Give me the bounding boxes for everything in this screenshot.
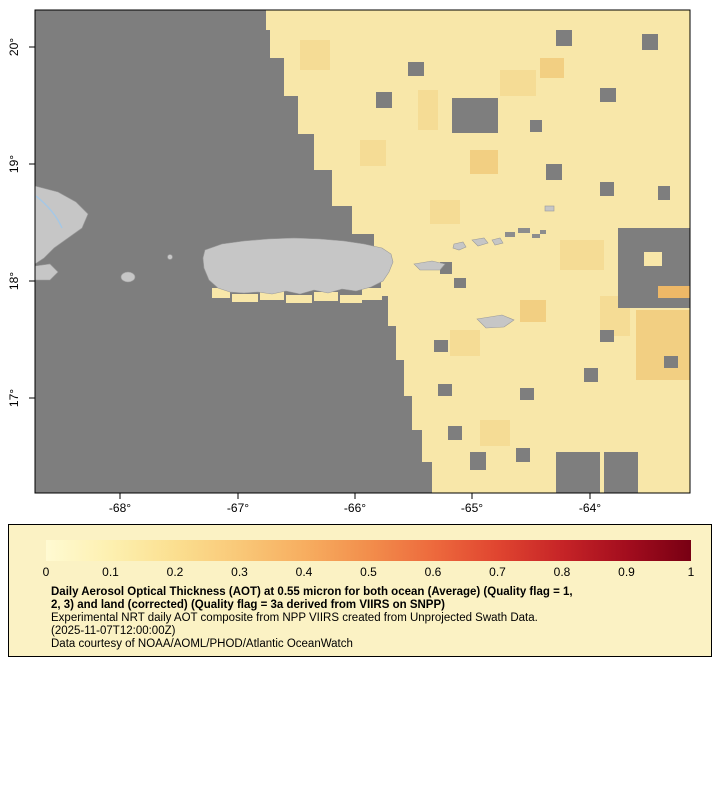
lat-label-18: 18° [7,272,21,290]
lon-label-64: -64° [579,501,601,515]
land-hispaniola-east [34,185,89,265]
land-desecheo-island [167,254,173,260]
caption-bold-line-1: Daily Aerosol Optical Thickness (AOT) at… [51,586,573,598]
caption-bold-line-2: 2, 3) and land (corrected) (Quality flag… [51,599,445,611]
colorbar-tick: 0 [42,565,50,579]
aot-shade-variation [300,40,690,446]
land-british-virgin-islands [505,228,546,238]
colorbar-tick: 0.3 [231,565,248,579]
legend-panel: 0 0.1 0.2 0.3 0.4 0.5 0.6 0.7 0.8 0.9 1 … [8,524,712,657]
colorbar-tick: 0.8 [553,565,571,579]
colorbar [46,540,691,561]
land-vieques [413,260,446,271]
land-anegada [544,205,555,212]
map-plot: 20° 19° 18° 17° -68° -67° -66° -65° -64° [7,9,691,515]
lon-label-65: -65° [461,501,483,515]
land-mona-island [120,271,136,283]
caption-timestamp: (2025-11-07T12:00:00Z) [51,625,176,637]
data-hole-pixel [644,252,662,266]
colorbar-tick: 0.5 [360,565,377,579]
colorbar-tick: 0.6 [424,565,442,579]
longitude-axis-labels: -68° -67° -66° -65° -64° [109,501,601,515]
lat-label-19: 19° [7,155,21,173]
coastline-blue-line [35,195,63,229]
caption-info-line-1: Experimental NRT daily AOT composite fro… [51,612,538,624]
higher-aot-strip [658,286,690,298]
legend-caption: Daily Aerosol Optical Thickness (AOT) at… [51,586,695,651]
coastal-aot-strip [212,288,382,303]
lat-label-20: 20° [7,38,21,56]
colorbar-tick: 0.7 [489,565,506,579]
longitude-ticks [119,493,591,499]
caption-credit: Data courtesy of NOAA/AOML/PHOD/Atlantic… [51,638,353,650]
colorbar-tick: 0.1 [102,565,119,579]
colorbar-tick: 0.9 [618,565,635,579]
land-st-john [491,237,504,246]
lon-label-66: -66° [344,501,366,515]
latitude-ticks [29,46,35,399]
land-puerto-rico [202,237,394,295]
colorbar-tick-labels: 0 0.1 0.2 0.3 0.4 0.5 0.6 0.7 0.8 0.9 1 [42,565,695,579]
colorbar-tick: 0.2 [166,565,184,579]
colorbar-tick: 1 [687,565,695,579]
land-culebra [452,241,467,251]
latitude-axis-labels: 20° 19° 18° 17° [7,38,21,407]
map-border [34,9,691,494]
colorbar-tick: 0.4 [295,565,313,579]
lon-label-67: -67° [227,501,249,515]
land-st-thomas [471,237,489,247]
lat-label-17: 17° [7,389,21,407]
lon-label-68: -68° [109,501,131,515]
land-st-croix [476,314,515,329]
